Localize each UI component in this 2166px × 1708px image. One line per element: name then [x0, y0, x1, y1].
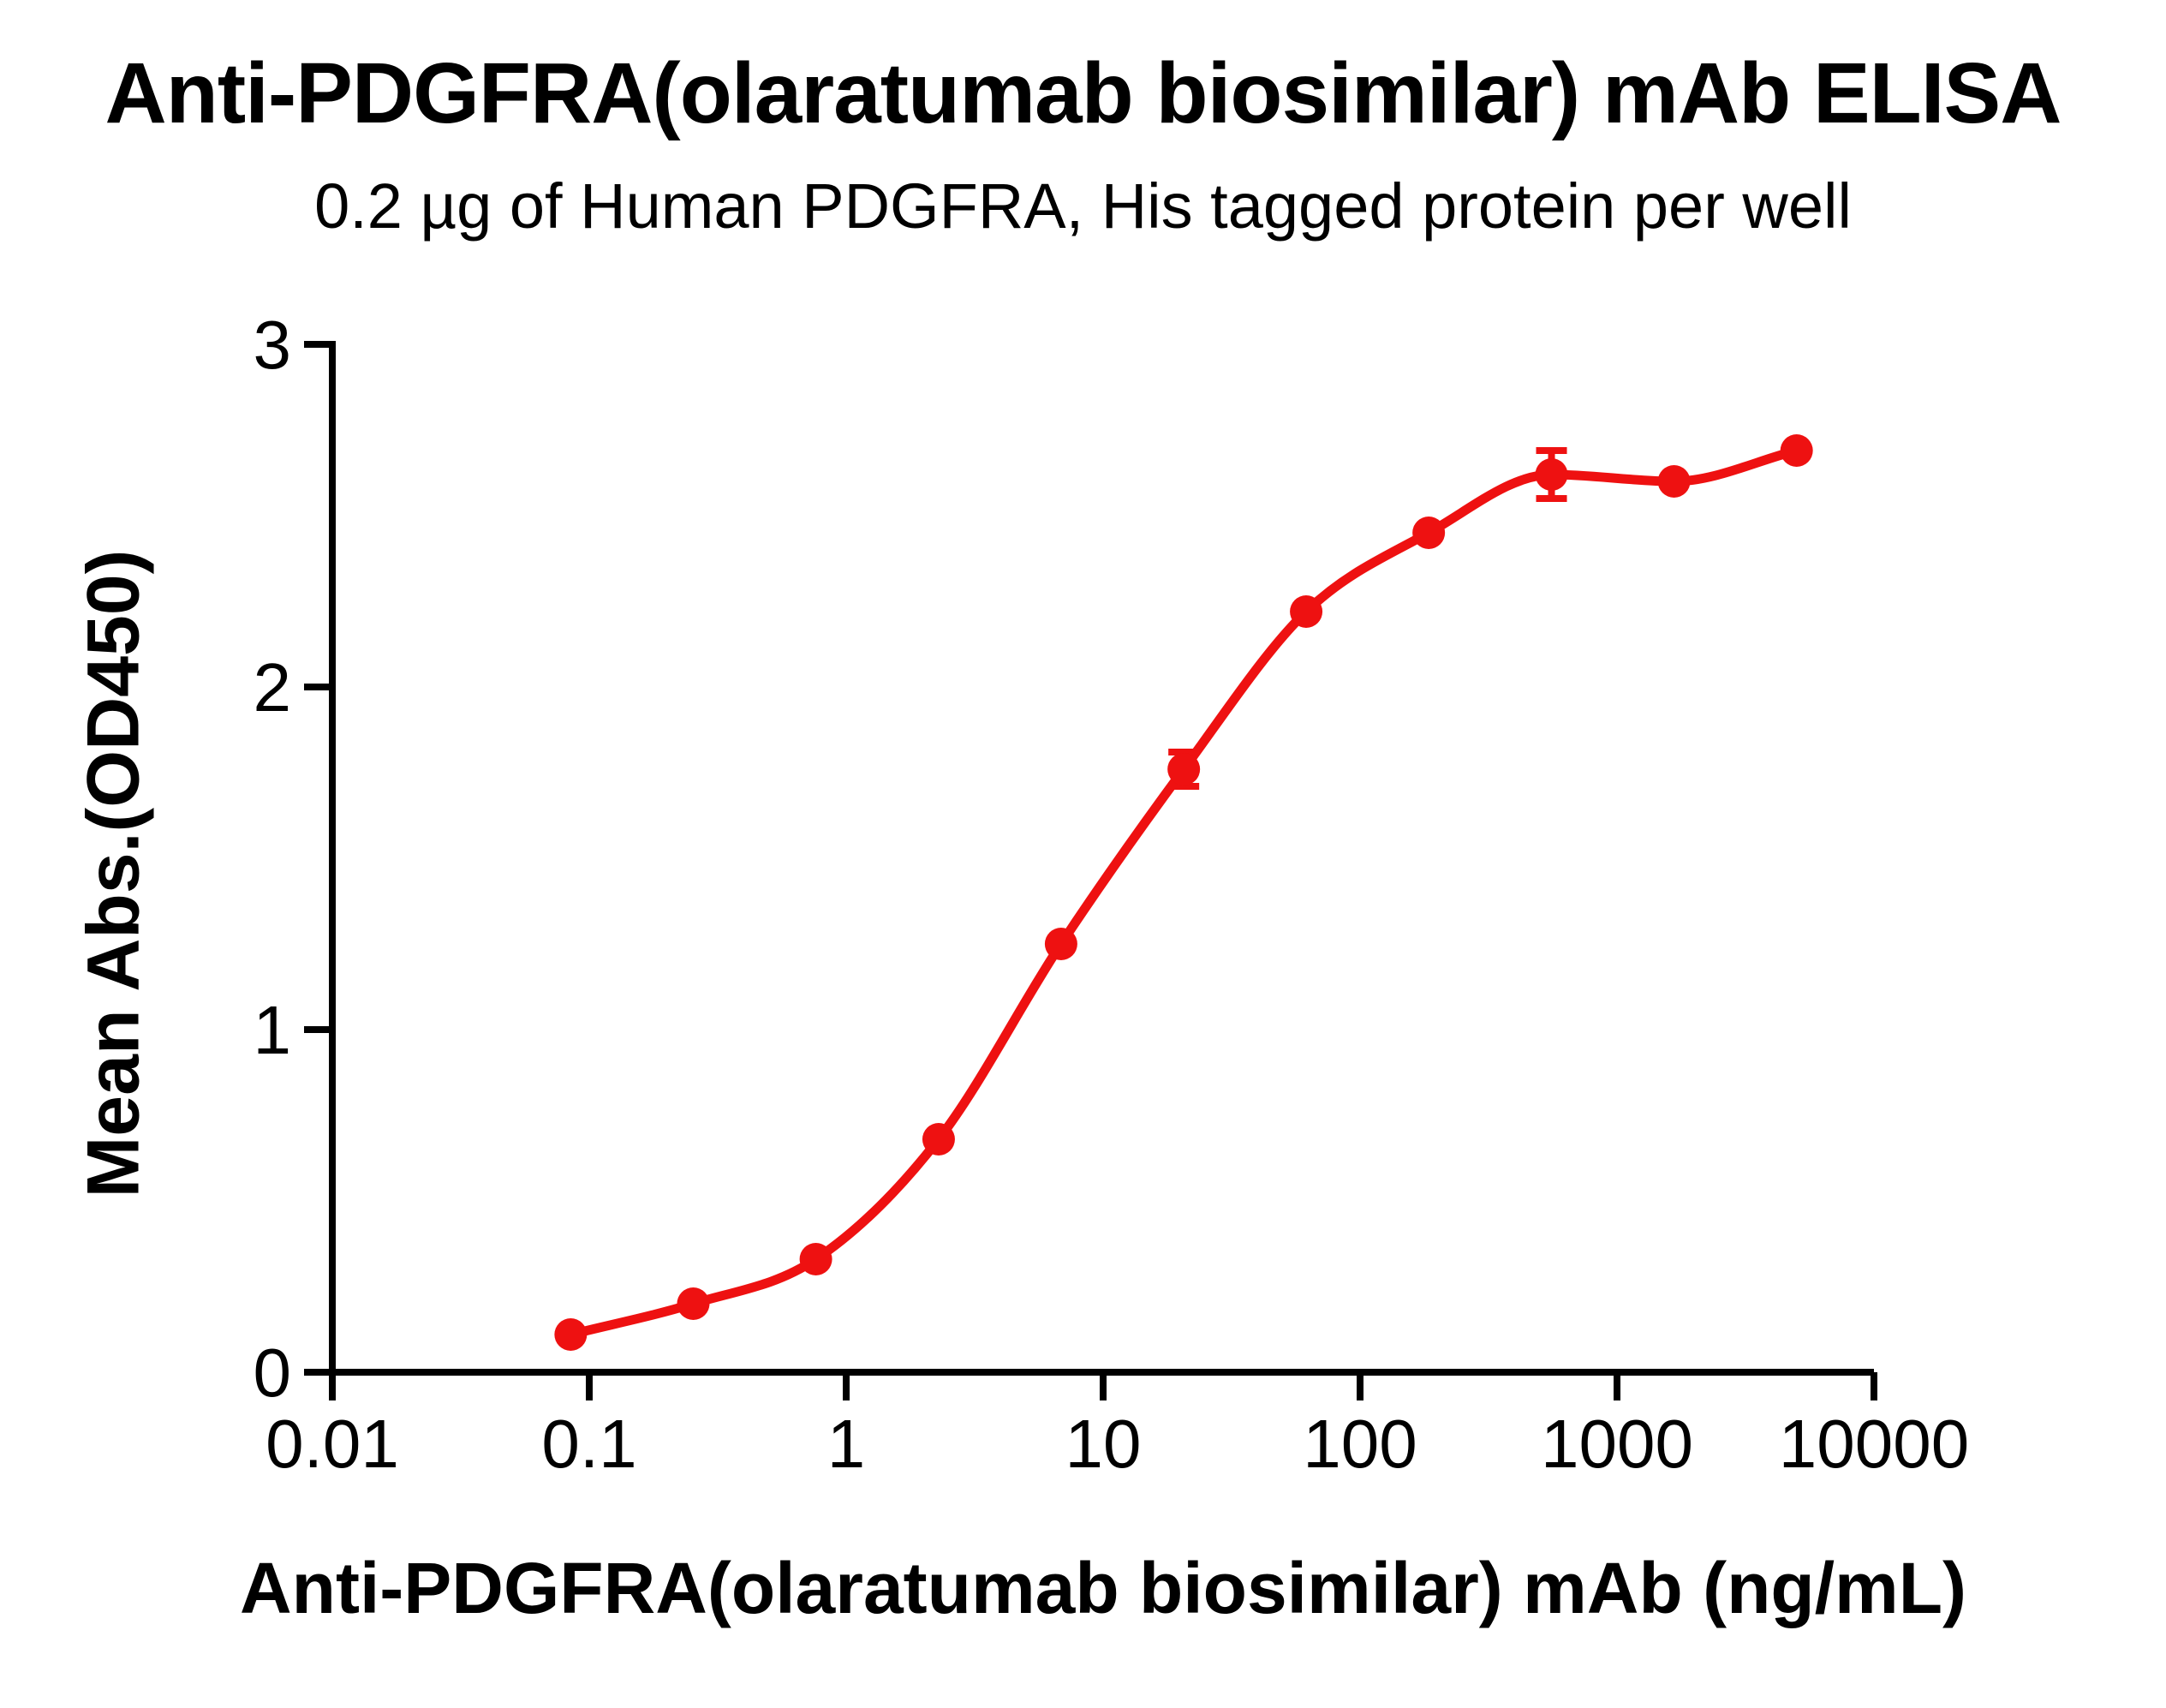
x-tick-label: 100 — [1303, 1406, 1417, 1482]
x-tick-label: 1 — [827, 1406, 866, 1482]
chart-subtitle: 0.2 µg of Human PDGFRA, His tagged prote… — [314, 170, 1852, 242]
data-point — [1044, 928, 1077, 960]
y-tick-label: 2 — [254, 649, 292, 726]
data-point — [799, 1243, 832, 1275]
y-tick-label: 3 — [254, 307, 292, 383]
data-point — [677, 1287, 710, 1320]
data-point — [1412, 517, 1446, 549]
data-point — [554, 1318, 588, 1351]
x-tick-label: 10000 — [1779, 1406, 1969, 1482]
chart-title: Anti-PDGFRA(olaratumab biosimilar) mAb E… — [104, 45, 2062, 141]
data-point — [1290, 595, 1323, 628]
x-tick-label: 0.01 — [266, 1406, 399, 1482]
y-axis-title: Mean Abs.(OD450) — [72, 549, 155, 1198]
x-tick-label: 0.1 — [541, 1406, 636, 1482]
data-point — [1535, 458, 1568, 491]
data-point — [922, 1123, 955, 1156]
x-axis-title: Anti-PDGFRA(olaratumab biosimilar) mAb (… — [240, 1548, 1966, 1628]
data-point — [1657, 465, 1691, 498]
y-tick-label: 0 — [254, 1335, 292, 1411]
x-tick-label: 1000 — [1541, 1406, 1693, 1482]
x-tick-label: 10 — [1065, 1406, 1142, 1482]
fit-curve — [565, 445, 1802, 1340]
data-point — [1780, 434, 1813, 467]
data-point — [1167, 753, 1201, 785]
y-tick-label: 1 — [254, 992, 292, 1068]
